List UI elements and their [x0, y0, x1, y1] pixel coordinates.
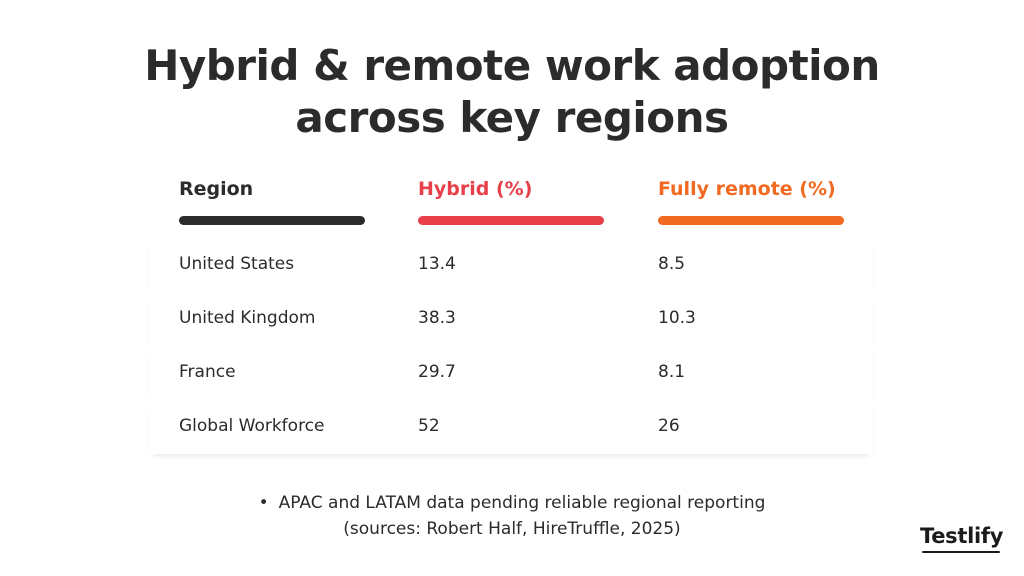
header-remote-bar	[658, 216, 844, 225]
cell-region: United Kingdom	[179, 308, 316, 328]
logo-underline	[922, 551, 1000, 553]
page-title: Hybrid & remote work adoption across key…	[0, 40, 1024, 144]
table-row: United Kingdom 38.3 10.3	[150, 292, 872, 346]
cell-remote: 8.1	[658, 362, 686, 382]
cell-hybrid: 52	[418, 416, 440, 436]
table-row: United States 13.4 8.5	[150, 238, 872, 292]
header-hybrid-bar	[418, 216, 604, 225]
cell-hybrid: 13.4	[418, 254, 456, 274]
table-row: Global Workforce 52 26	[150, 400, 872, 454]
title-line-2: across key regions	[295, 93, 729, 142]
header-remote: Fully remote (%)	[658, 178, 836, 200]
cell-region: United States	[179, 254, 295, 274]
footnote: • APAC and LATAM data pending reliable re…	[0, 490, 1024, 542]
cell-region: Global Workforce	[179, 416, 325, 436]
brand-logo: Testlify	[920, 524, 1004, 548]
header-region-bar	[179, 216, 365, 225]
footnote-text-1: APAC and LATAM data pending reliable reg…	[278, 493, 766, 513]
cell-remote: 8.5	[658, 254, 686, 274]
table-header: Region Hybrid (%) Fully remote (%)	[150, 178, 872, 238]
cell-hybrid: 29.7	[418, 362, 456, 382]
table-body: United States 13.4 8.5 United Kingdom 38…	[150, 238, 872, 454]
cell-region: France	[179, 362, 236, 382]
header-region: Region	[179, 178, 254, 200]
data-table: Region Hybrid (%) Fully remote (%) Unite…	[150, 178, 872, 454]
cell-remote: 10.3	[658, 308, 696, 328]
footnote-line-2: (sources: Robert Half, HireTruffle, 2025…	[343, 519, 681, 539]
footnote-line-1: • APAC and LATAM data pending reliable re…	[0, 490, 1024, 516]
title-line-1: Hybrid & remote work adoption	[144, 41, 880, 90]
cell-remote: 26	[658, 416, 680, 436]
header-hybrid: Hybrid (%)	[418, 178, 533, 200]
table-row: France 29.7 8.1	[150, 346, 872, 400]
bullet-icon: •	[258, 493, 269, 513]
cell-hybrid: 38.3	[418, 308, 456, 328]
